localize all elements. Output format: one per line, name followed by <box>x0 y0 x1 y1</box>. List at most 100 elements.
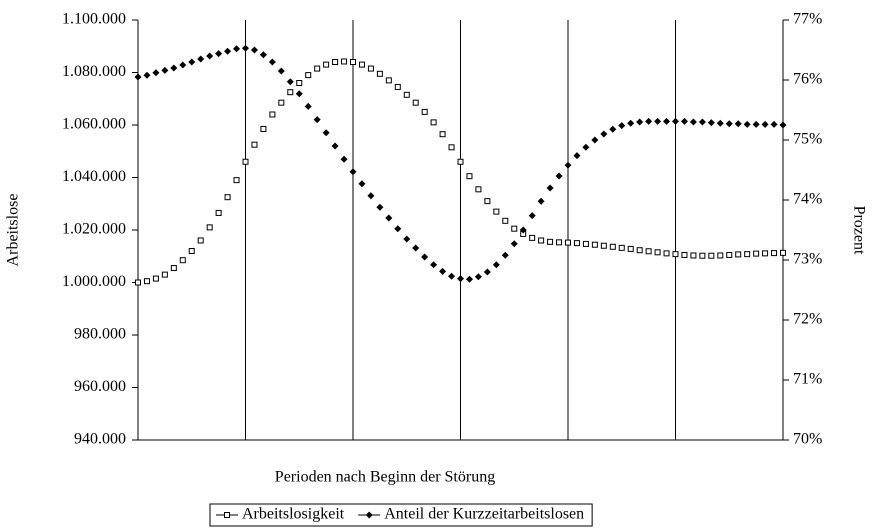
y-tick-label: 940.000 <box>74 431 126 448</box>
data-point <box>197 237 204 244</box>
data-point <box>618 244 625 251</box>
legend-marker <box>365 511 373 519</box>
data-point <box>152 69 160 77</box>
data-point <box>161 271 168 278</box>
data-point <box>215 50 223 58</box>
y-tick-label: 1.080.000 <box>62 63 126 80</box>
data-point <box>716 119 724 127</box>
data-point <box>483 268 491 276</box>
data-point <box>564 161 572 169</box>
data-point <box>439 267 447 275</box>
legend-label: Arbeitslosigkeit <box>242 506 345 523</box>
data-point <box>573 240 580 247</box>
data-point <box>502 217 509 224</box>
data-point <box>698 118 706 126</box>
y2-tick-label: 77% <box>793 11 822 28</box>
data-point <box>421 253 429 261</box>
data-point <box>707 119 715 127</box>
data-point <box>278 99 285 106</box>
data-point <box>780 249 786 256</box>
data-point <box>770 120 778 128</box>
data-point <box>510 240 518 248</box>
data-point <box>672 117 679 125</box>
data-point <box>735 251 742 258</box>
data-point <box>699 252 706 259</box>
data-point <box>708 252 715 259</box>
y-tick-label: 1.100.000 <box>62 11 126 28</box>
data-point <box>600 130 608 138</box>
y-tick-label: 1.000.000 <box>62 273 126 290</box>
data-point <box>689 118 697 126</box>
data-point <box>304 102 312 110</box>
data-point <box>170 265 177 272</box>
data-point <box>179 257 186 264</box>
data-point <box>466 173 473 180</box>
data-point <box>287 89 294 96</box>
data-point <box>654 249 661 256</box>
data-point <box>753 250 760 257</box>
data-point <box>538 237 545 244</box>
data-point <box>367 192 375 200</box>
y2-axis-label: Prozent <box>850 206 867 255</box>
data-point <box>771 250 778 257</box>
data-point <box>412 244 420 252</box>
data-point <box>492 261 500 269</box>
data-point <box>188 58 196 66</box>
data-point <box>233 177 240 184</box>
data-point <box>529 234 536 241</box>
data-point <box>206 224 213 231</box>
y2-tick-label: 74% <box>793 191 822 208</box>
data-point <box>260 125 267 132</box>
data-point <box>277 67 285 75</box>
data-point <box>412 99 419 106</box>
data-point <box>143 278 150 285</box>
data-point <box>376 203 384 211</box>
data-point <box>672 251 679 258</box>
data-point <box>726 251 733 258</box>
data-point <box>762 250 769 257</box>
data-point <box>421 108 428 115</box>
data-point <box>457 275 464 283</box>
legend <box>209 503 593 527</box>
data-point <box>143 71 151 79</box>
data-point <box>358 61 365 68</box>
data-point <box>215 209 222 216</box>
data-point <box>752 120 760 128</box>
data-point <box>537 197 545 205</box>
data-point <box>206 52 214 60</box>
data-point <box>779 121 787 129</box>
data-point <box>627 119 635 127</box>
x-axis-label: Perioden nach Beginn der Störung <box>275 469 495 486</box>
data-point <box>340 155 348 163</box>
data-point <box>734 120 742 128</box>
data-point <box>349 168 357 176</box>
data-point <box>250 46 258 54</box>
data-point <box>663 117 671 125</box>
data-point <box>618 122 626 130</box>
data-point <box>457 158 464 165</box>
data-point <box>233 45 241 53</box>
y-tick-label: 960.000 <box>74 378 126 395</box>
y-tick-label: 1.060.000 <box>62 116 126 133</box>
y2-tick-label: 70% <box>793 431 822 448</box>
data-point <box>654 117 662 125</box>
data-point <box>493 208 500 215</box>
data-point <box>761 120 769 128</box>
data-point <box>680 117 688 125</box>
y-tick-label: 1.020.000 <box>62 221 126 238</box>
data-point <box>331 142 339 150</box>
data-point <box>690 252 697 259</box>
data-point <box>556 239 563 246</box>
data-point <box>376 70 383 77</box>
data-point <box>286 78 294 86</box>
data-point <box>394 83 401 90</box>
data-point <box>332 59 339 65</box>
y-tick-label: 980.000 <box>74 326 126 343</box>
data-point <box>645 248 652 255</box>
data-point <box>188 248 195 254</box>
y2-tick-label: 71% <box>793 371 822 388</box>
data-point <box>296 80 303 86</box>
data-point <box>681 251 688 258</box>
y2-tick-label: 72% <box>793 311 822 328</box>
data-point <box>582 240 589 247</box>
